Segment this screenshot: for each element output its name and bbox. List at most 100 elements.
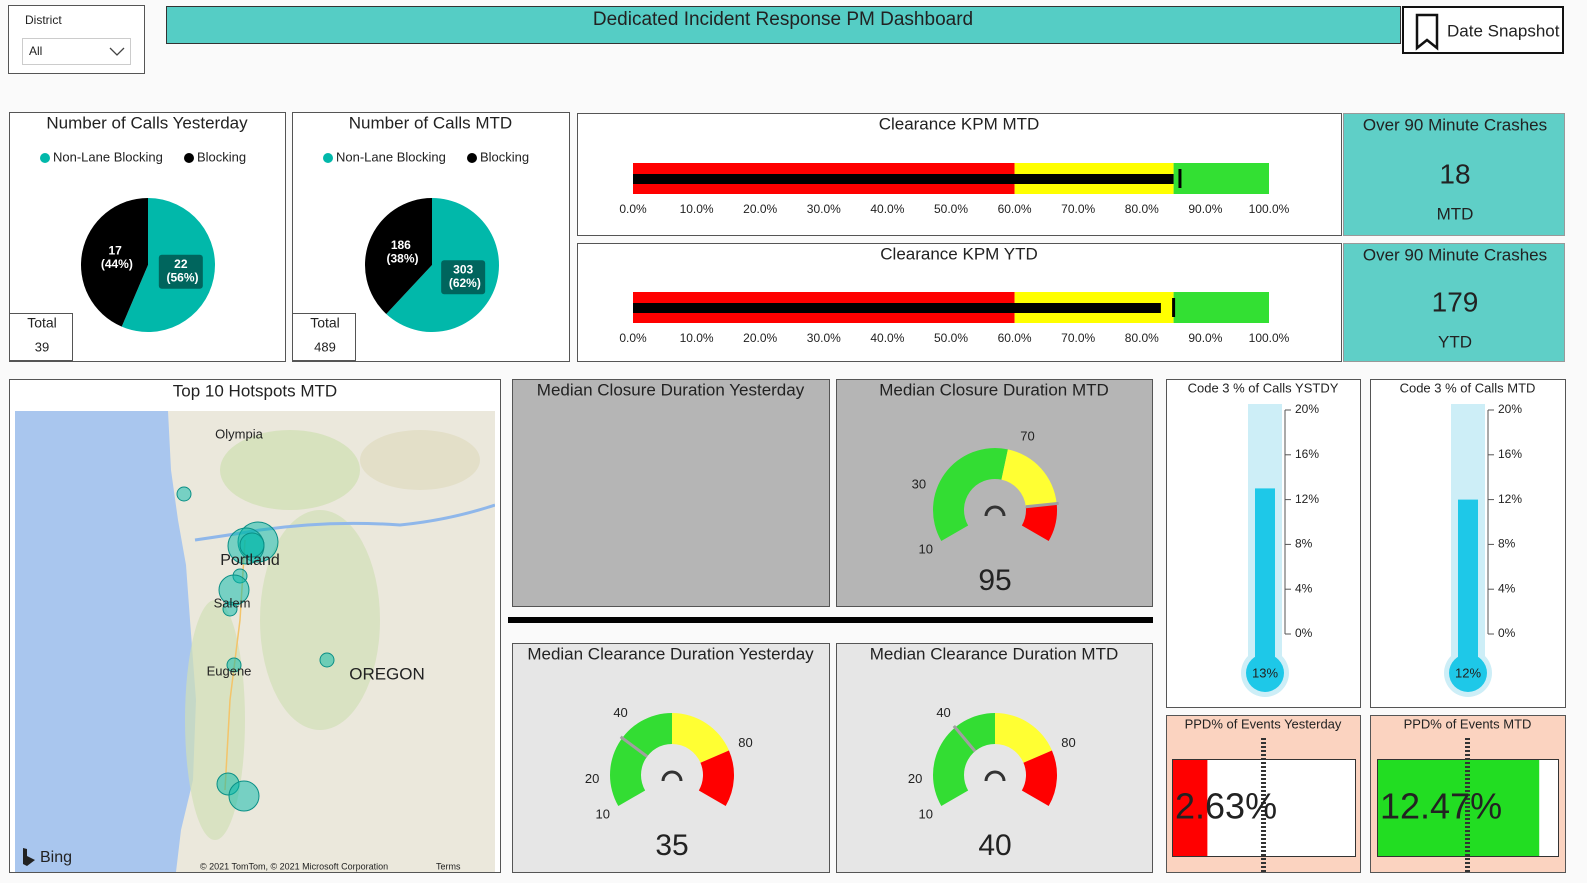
pie-slice [365,198,432,314]
map-place: OREGON [349,664,425,683]
total-box [9,313,73,361]
hotspot[interactable] [319,652,335,668]
bullet-bar [633,174,1174,184]
y-tick-label: 16% [1498,447,1522,461]
card-period: YTD [1438,332,1472,351]
x-tick-label: 30.0% [807,202,841,216]
label-bg [441,260,486,295]
gauge-hub [984,505,1006,517]
thermo-value: 13% [1252,665,1278,680]
label-bg [158,254,203,289]
x-tick-label: 40.0% [870,202,904,216]
x-tick-label: 80.0% [1125,202,1159,216]
y-tick-label: 4% [1498,581,1516,595]
hotspot[interactable] [226,657,242,673]
legend-marker [323,153,333,163]
legend-label: Non-Lane Blocking [53,149,163,164]
legend-marker [184,153,194,163]
panel-title: Median Clearance Duration Yesterday [527,644,814,663]
bullet-range [1173,292,1269,323]
x-tick-label: 0.0% [619,202,647,216]
progress-value: 2.63% [1175,786,1277,827]
snapshot-button[interactable] [1402,6,1564,54]
map-attribution: © 2021 TomTom, © 2021 Microsoft Corporat… [200,861,388,871]
gauge-band [1021,750,1057,806]
gauge-band [698,750,734,806]
y-tick-label: 8% [1295,537,1313,551]
y-tick-label: 12% [1498,492,1522,506]
filter-label: District [25,13,62,27]
map-place: Salem [214,595,251,610]
card-value: 18 [1439,158,1470,189]
x-tick-label: 60.0% [998,202,1032,216]
panel-title: Number of Calls Yesterday [46,113,248,132]
gauge-value: 40 [978,829,1011,862]
progress-fill [1378,760,1540,856]
map-terms[interactable]: Terms [436,861,461,871]
gauge-hub [661,770,683,782]
bullet-range [1173,163,1269,194]
panel-title: Median Clearance Duration MTD [870,644,1119,663]
snapshot-label: Date Snapshot [1447,21,1560,40]
x-tick-label: 30.0% [807,331,841,345]
filter-dropdown[interactable] [22,38,131,65]
panel [512,643,830,873]
gauge-tick-label: 30 [912,477,926,492]
gauge-needle [952,725,977,753]
panel-title: PPD% of Events MTD [1404,716,1532,731]
hotspot[interactable] [239,532,265,558]
panel-title: Median Closure Duration MTD [879,380,1109,399]
gauge-needle [1025,501,1059,509]
gauge-tick-label: 70 [1020,428,1034,443]
gauge-band [610,713,672,806]
map-forest [260,510,380,730]
gauge-tick-label: 10 [918,806,932,821]
gauge-hub [984,770,1006,782]
data-label: 303 (62%) [445,263,480,290]
filter-value: All [29,44,42,58]
map[interactable] [15,411,495,872]
x-tick-label: 40.0% [870,331,904,345]
hotspot[interactable] [222,601,238,617]
kpi-card [1343,243,1565,362]
x-tick-label: 0.0% [619,331,647,345]
x-tick-label: 80.0% [1125,331,1159,345]
thermo-fill [1255,488,1275,668]
gauge-tick-label: 20 [585,771,599,786]
bullet-bar [633,303,1161,313]
gauge-band [932,713,995,806]
gauge-band [1001,449,1057,507]
total-value: 39 [35,339,49,354]
title-bar [166,6,1401,44]
hotspot[interactable] [228,780,260,812]
pie-slice [81,198,148,327]
hotspot[interactable] [176,486,192,502]
y-tick-label: 20% [1295,402,1319,416]
x-tick-label: 100.0% [1249,202,1290,216]
bing-logo [23,848,35,866]
y-tick-label: 16% [1295,447,1319,461]
map-title: Top 10 Hotspots MTD [173,381,337,400]
panel-title: Code 3 % of Calls MTD [1400,380,1536,395]
x-tick-label: 90.0% [1188,202,1222,216]
gauge-band [932,448,1008,541]
x-tick-label: 50.0% [934,202,968,216]
map-place: Olympia [215,426,263,441]
kpi-card [1343,113,1565,236]
x-tick-label: 100.0% [1249,331,1290,345]
y-tick-label: 20% [1498,402,1522,416]
thermo-fill [1458,499,1478,668]
gauge-tick-label: 20 [908,771,922,786]
y-tick-label: 0% [1295,626,1313,640]
panel-title: Number of Calls MTD [349,113,512,132]
pie-slice [386,198,500,332]
bookmark-icon [1415,13,1439,51]
panel-title: Code 3 % of Calls YSTDY [1188,380,1339,395]
gauge-tick-label: 80 [738,735,752,750]
y-tick-label: 8% [1498,537,1516,551]
x-tick-label: 90.0% [1188,331,1222,345]
card-title: Over 90 Minute Crashes [1363,115,1547,134]
legend-marker [40,153,50,163]
map-forest [220,430,360,510]
